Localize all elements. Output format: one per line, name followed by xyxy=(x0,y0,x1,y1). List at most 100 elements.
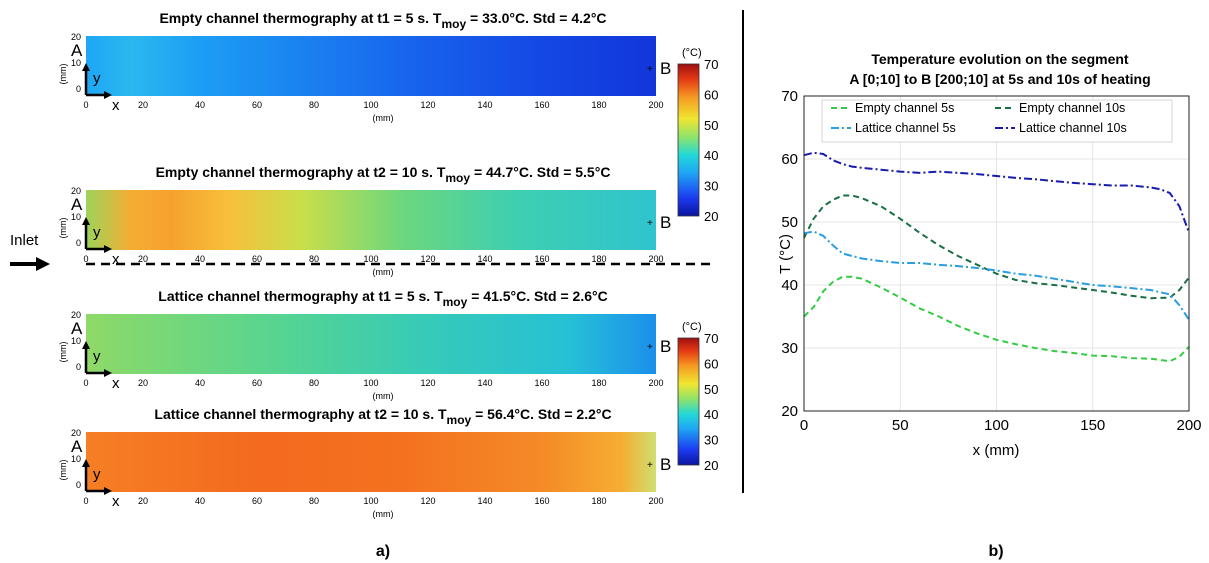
x-tick-label: 140 xyxy=(477,100,492,110)
x-tick-label: 20 xyxy=(138,496,148,506)
x-tick-label: 200 xyxy=(648,254,663,264)
x-tick-label: 180 xyxy=(591,254,606,264)
legend-label: Empty channel 10s xyxy=(1019,101,1125,115)
x-tick-label: 40 xyxy=(195,496,205,506)
x-tick-label: 40 xyxy=(195,254,205,264)
colorbar-tick-label: 70 xyxy=(704,57,718,72)
x-axis-symbol: x xyxy=(112,493,120,510)
x-tick-label: 0 xyxy=(83,496,88,506)
point-b-marker: + xyxy=(647,218,653,229)
y-tick-label: 20 xyxy=(781,403,798,420)
y-tick-label: 40 xyxy=(781,277,798,294)
y-tick-label: 20 xyxy=(71,428,81,438)
x-tick-label: 180 xyxy=(591,378,606,388)
thermography-maps: Empty channel thermography at t1 = 5 s. … xyxy=(58,10,671,519)
y-tick-label: 10 xyxy=(71,212,81,222)
thermography-map: Empty channel thermography at t1 = 5 s. … xyxy=(58,10,671,123)
y-axis-symbol: y xyxy=(93,348,101,365)
colorbar-unit: (°C) xyxy=(682,47,702,59)
heatmap-image xyxy=(86,432,656,492)
x-tick-label: 180 xyxy=(591,496,606,506)
point-a-label: A xyxy=(71,41,83,60)
point-b-label: B xyxy=(660,59,671,78)
colorbar-tick-label: 30 xyxy=(704,433,718,448)
x-tick-label: 180 xyxy=(591,100,606,110)
x-tick-label: 60 xyxy=(252,378,262,388)
y-tick-label: 10 xyxy=(71,336,81,346)
legend-item: Empty channel 5s xyxy=(831,101,954,115)
y-unit-label: (mm) xyxy=(58,64,68,85)
y-arrowhead-icon xyxy=(82,63,90,71)
x-arrowhead-icon xyxy=(104,91,112,99)
heatmap-image xyxy=(86,36,656,96)
x-tick-label: 100 xyxy=(984,417,1009,434)
x-arrowhead-icon xyxy=(104,245,112,253)
colorbar-unit: (°C) xyxy=(682,321,702,333)
map-title: Lattice channel thermography at t1 = 5 s… xyxy=(158,288,607,309)
heatmap-image xyxy=(86,190,656,250)
x-tick-label: 150 xyxy=(1080,417,1105,434)
x-tick-label: 50 xyxy=(892,417,909,434)
legend-item: Empty channel 10s xyxy=(995,101,1125,115)
x-axis-symbol: x xyxy=(112,251,120,268)
chart-title: Temperature evolution on the segment xyxy=(871,51,1129,67)
x-tick-label: 0 xyxy=(800,417,808,434)
map-title: Lattice channel thermography at t2 = 10 … xyxy=(154,406,611,427)
legend-label: Lattice channel 5s xyxy=(855,121,956,135)
panel-a-thermography: Empty channel thermography at t1 = 5 s. … xyxy=(10,10,718,560)
map-title: Empty channel thermography at t1 = 5 s. … xyxy=(159,10,606,31)
x-tick-label: 40 xyxy=(195,100,205,110)
chart-grid xyxy=(803,95,1190,412)
colorbar-tick-label: 50 xyxy=(704,382,718,397)
x-unit-label: (mm) xyxy=(373,267,394,277)
colorbar-tick-label: 60 xyxy=(704,356,718,371)
point-b-label: B xyxy=(660,213,671,232)
y-tick-label: 0 xyxy=(76,480,81,490)
heatmap-image xyxy=(86,314,656,374)
y-tick-label: 60 xyxy=(781,151,798,168)
x-tick-label: 160 xyxy=(534,496,549,506)
x-arrowhead-icon xyxy=(104,487,112,495)
map-title: Empty channel thermography at t2 = 10 s.… xyxy=(156,164,611,185)
y-unit-label: (mm) xyxy=(58,342,68,363)
point-b-label: B xyxy=(660,455,671,474)
y-tick-label: 70 xyxy=(781,88,798,105)
x-tick-label: 40 xyxy=(195,378,205,388)
y-tick-label: 20 xyxy=(71,32,81,42)
x-tick-label: 120 xyxy=(420,378,435,388)
point-b-marker: + xyxy=(647,342,653,353)
x-axis-label: x (mm) xyxy=(973,442,1020,459)
panel-b-line-chart: Temperature evolution on the segment A [… xyxy=(777,51,1202,560)
x-tick-label: 100 xyxy=(363,496,378,506)
y-tick-label: 10 xyxy=(71,454,81,464)
colorbar-tick-label: 30 xyxy=(704,179,718,194)
x-axis-symbol: x xyxy=(112,97,120,114)
y-tick-label: 10 xyxy=(71,58,81,68)
x-tick-label: 160 xyxy=(534,254,549,264)
panel-b-label: b) xyxy=(988,543,1003,560)
x-tick-label: 160 xyxy=(534,100,549,110)
colorbar-tick-label: 50 xyxy=(704,118,718,133)
x-tick-label: 80 xyxy=(309,496,319,506)
y-tick-label: 0 xyxy=(76,238,81,248)
x-axis-symbol: x xyxy=(112,375,120,392)
x-tick-label: 100 xyxy=(363,254,378,264)
colorbar-tick-label: 70 xyxy=(704,331,718,346)
x-unit-label: (mm) xyxy=(373,391,394,401)
point-a-label: A xyxy=(71,195,83,214)
colorbar-bottom: (°C)70 60 50 40 30 20 xyxy=(677,321,718,473)
x-tick-label: 60 xyxy=(252,100,262,110)
y-tick-label: 20 xyxy=(71,310,81,320)
chart-ticks: 0 50 100 150 200 20 30 40 50 60 70 xyxy=(781,88,1201,434)
y-tick-label: 50 xyxy=(781,214,798,231)
colorbar-tick-label: 40 xyxy=(704,407,718,422)
y-arrowhead-icon xyxy=(82,217,90,225)
y-tick-label: 0 xyxy=(76,84,81,94)
colorbar-tick-label: 60 xyxy=(704,87,718,102)
x-tick-label: 20 xyxy=(138,254,148,264)
x-tick-label: 20 xyxy=(138,100,148,110)
y-axis-symbol: y xyxy=(93,224,101,241)
x-tick-label: 140 xyxy=(477,378,492,388)
x-tick-label: 200 xyxy=(1176,417,1201,434)
y-arrowhead-icon xyxy=(82,459,90,467)
